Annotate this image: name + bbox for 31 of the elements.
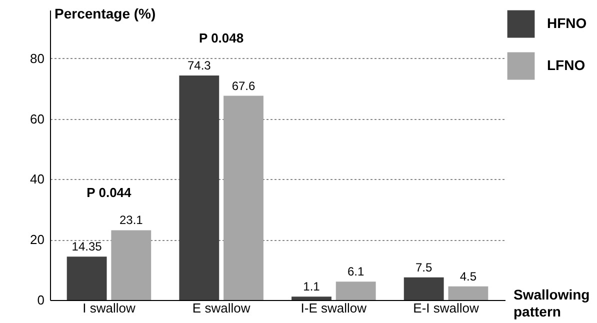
annotation: P 0.048	[199, 30, 244, 46]
x-tick-label: I-E swallow	[300, 300, 368, 316]
bar	[111, 230, 152, 300]
bar	[448, 286, 488, 300]
annotation: P 0.044	[86, 185, 132, 200]
y-axis-title: Percentage (%)	[54, 6, 156, 22]
y-tick-label: 40	[30, 172, 44, 187]
legend-label: LFNO	[547, 57, 586, 73]
y-tick-label: 80	[30, 50, 44, 66]
data-label: 4.5	[460, 269, 477, 284]
data-label: 23.1	[119, 213, 144, 228]
y-tick-label: 0	[37, 292, 44, 308]
data-label: 67.6	[232, 78, 256, 93]
bar	[179, 76, 220, 300]
data-label: 6.1	[348, 264, 365, 279]
bar	[404, 277, 444, 300]
data-label: 7.5	[416, 260, 433, 274]
x-tick-label: I swallow	[82, 300, 136, 316]
data-label: 74.3	[187, 58, 212, 73]
data-label: 1.1	[303, 280, 320, 294]
bar	[292, 296, 332, 300]
x-tick-label: E swallow	[192, 300, 251, 316]
legend-label: HFNO	[547, 15, 587, 31]
x-axis-title: Swallowing pattern	[514, 286, 590, 320]
data-label: 14.35	[72, 240, 102, 254]
x-tick-label: E-I swallow	[413, 300, 480, 316]
bar	[224, 96, 264, 300]
y-tick-label: 20	[30, 232, 44, 248]
bar	[66, 256, 107, 300]
y-tick-label: 60	[30, 111, 44, 126]
bar	[336, 282, 376, 300]
